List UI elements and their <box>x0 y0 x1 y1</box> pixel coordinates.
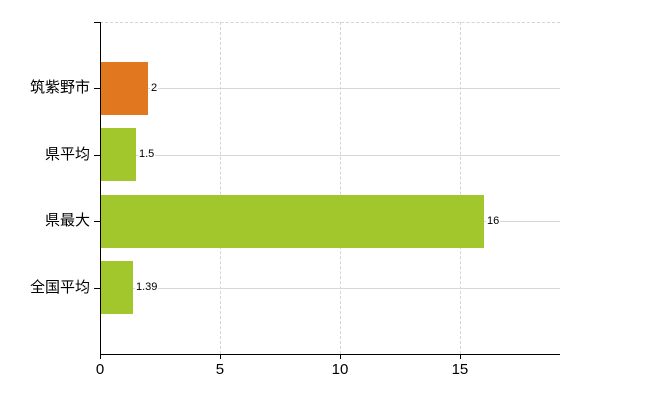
category-label-1: 県平均 <box>44 146 90 163</box>
x-tick-label-15: 15 <box>451 361 469 378</box>
x-axis-tick-0 <box>100 354 101 359</box>
value-label-2: 16 <box>486 215 501 228</box>
v-gridline-15 <box>459 22 461 354</box>
plot-area <box>100 22 560 354</box>
bar-0 <box>100 62 148 115</box>
value-label-1: 1.5 <box>138 148 156 161</box>
value-label-0: 2 <box>150 82 159 95</box>
y-axis-tick-3 <box>94 288 100 289</box>
category-label-2: 県最大 <box>44 212 90 229</box>
row-gridline-3 <box>100 288 560 289</box>
y-axis-tick-2 <box>94 221 100 222</box>
category-label-0: 筑紫野市 <box>29 79 90 96</box>
x-axis-tick-5 <box>219 354 221 359</box>
v-gridline-10 <box>339 22 341 354</box>
x-tick-label-10: 10 <box>331 361 349 378</box>
x-axis-tick-10 <box>339 354 341 359</box>
y-axis-tick-0 <box>94 88 100 89</box>
category-label-3: 全国平均 <box>29 279 90 296</box>
y-axis-top-tick <box>94 22 100 23</box>
x-axis <box>100 354 560 355</box>
y-axis-tick-1 <box>94 155 100 156</box>
x-axis-tick-15 <box>459 354 461 359</box>
v-gridline-5 <box>219 22 221 354</box>
bar-1 <box>100 128 136 181</box>
row-gridline-0 <box>100 88 560 89</box>
value-label-3: 1.39 <box>135 281 159 294</box>
bar-3 <box>100 261 133 314</box>
x-tick-label-0: 0 <box>95 361 105 378</box>
row-gridline-1 <box>100 155 560 156</box>
bar-2 <box>100 195 484 248</box>
y-axis <box>100 22 101 354</box>
x-tick-label-5: 5 <box>215 361 225 378</box>
